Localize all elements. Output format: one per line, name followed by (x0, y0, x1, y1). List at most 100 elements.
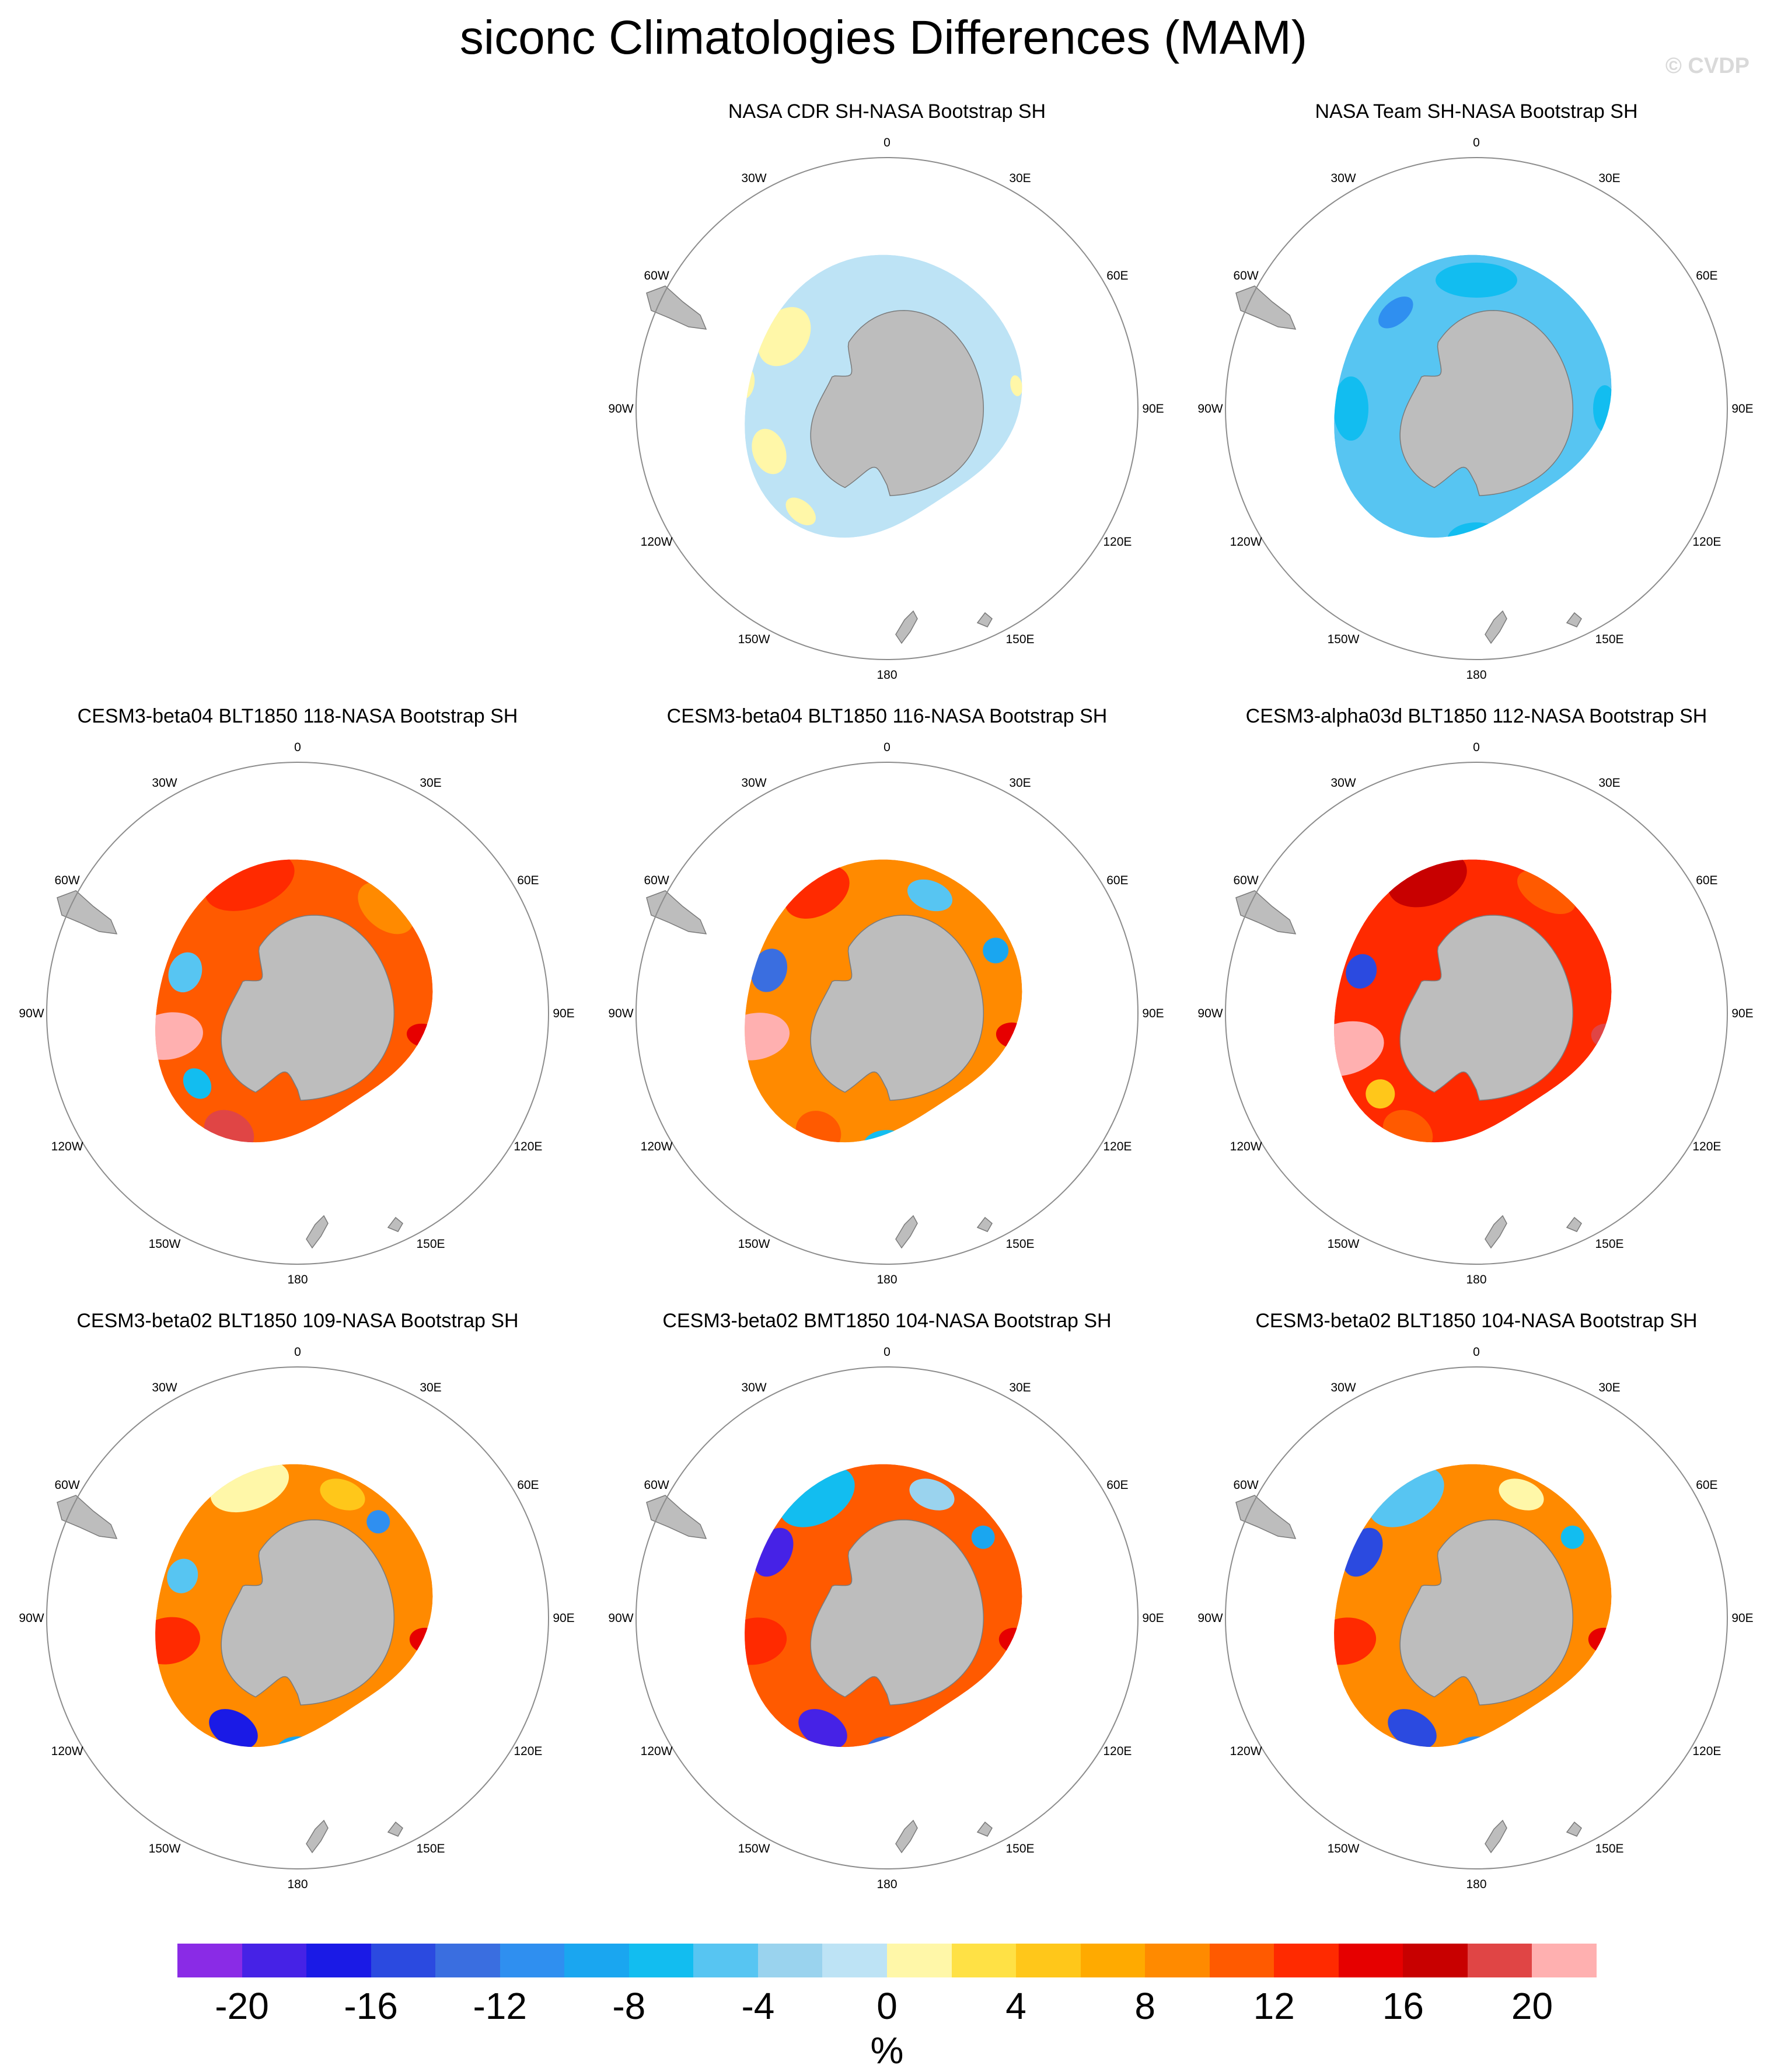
longitude-label: 90W (608, 1007, 633, 1020)
longitude-label: 180 (876, 1273, 897, 1286)
ice-anomaly-blob (983, 937, 1009, 964)
tasmania-landmass (1566, 1216, 1582, 1232)
longitude-label: 30W (741, 1381, 766, 1394)
map-panel-m5: CESM3-beta02 BMT1850 104-NASA Bootstrap … (595, 1310, 1179, 1893)
longitude-label: 150E (1005, 1237, 1034, 1251)
south-america-landmass (646, 285, 707, 330)
antarctica-landmass (221, 915, 395, 1101)
map-panel-m6: CESM3-beta02 BLT1850 104-NASA Bootstrap … (1185, 1310, 1767, 1893)
longitude-label: 90E (1731, 402, 1753, 416)
longitude-label: 0 (294, 1345, 301, 1359)
longitude-label: 150W (738, 1237, 770, 1251)
polar-map: 0 30E 60E 90E 120E 150E 180 150W 120W 90W 60W 30W (608, 136, 1164, 682)
panel-title: CESM3-alpha03d BLT1850 112-NASA Bootstra… (1245, 705, 1707, 727)
ice-anomaly-blob (209, 1709, 258, 1747)
ice-anomaly-blob (1593, 385, 1612, 432)
longitude-label: 150E (416, 1842, 445, 1855)
longitude-label: 120W (641, 1745, 673, 1758)
longitude-label: 150W (1328, 633, 1360, 646)
map-boundary-circle (1225, 1366, 1728, 1869)
longitude-label: 90W (19, 1611, 44, 1625)
ice-anomaly-blob (1334, 376, 1368, 441)
longitude-label: 150W (738, 633, 770, 646)
longitude-label: 0 (1473, 741, 1480, 754)
new-zealand-landmass (895, 610, 918, 644)
longitude-label: 150W (1328, 1842, 1360, 1855)
map-panel-m2: CESM3-beta04 BLT1850 116-NASA Bootstrap … (595, 705, 1179, 1289)
antarctica-landmass (221, 1519, 395, 1705)
ice-anomaly-blob (1334, 1021, 1384, 1076)
longitude-label: 30E (1009, 1381, 1031, 1394)
tasmania-landmass (976, 1821, 993, 1837)
ice-anomaly-blob (155, 1012, 203, 1060)
longitude-label: 30E (1598, 776, 1620, 790)
antarctica-landmass (810, 1519, 984, 1705)
longitude-label: 30E (420, 1381, 441, 1394)
colorbar-tick-label: -4 (741, 1985, 775, 2027)
colorbar-swatch (1274, 1944, 1339, 1977)
south-america-landmass (1235, 285, 1297, 330)
figure-title: siconc Climatologies Differences (MAM) (459, 11, 1308, 64)
ice-anomaly-blob (183, 1068, 212, 1099)
longitude-label: 120E (1692, 1140, 1721, 1153)
south-america-landmass (646, 890, 707, 934)
longitude-label: 120E (1103, 1745, 1132, 1758)
colorbar-swatch (1209, 1944, 1274, 1977)
colorbar-swatch (306, 1944, 372, 1977)
ice-anomaly-blob (798, 1709, 847, 1747)
longitude-label: 30E (420, 776, 441, 790)
longitude-label: 60W (1234, 269, 1259, 282)
longitude-label: 0 (294, 741, 301, 754)
ice-anomaly-blob (324, 1120, 359, 1143)
longitude-label: 30E (1009, 776, 1031, 790)
polar-map: 0 30E 60E 90E 120E 150E 180 150W 120W 90W 60W 30W (1197, 741, 1753, 1286)
colorbar-swatch (1080, 1944, 1146, 1977)
ice-anomaly-blob (1499, 1478, 1544, 1511)
copyright-label: © CVDP (1665, 54, 1749, 78)
colorbar-swatch (693, 1944, 759, 1977)
colorbar-tick-label: 8 (1134, 1985, 1155, 2027)
longitude-label: 0 (883, 136, 891, 149)
colorbar-swatch (757, 1944, 823, 1977)
longitude-label: 90E (1142, 1007, 1164, 1020)
panel-title: NASA Team SH-NASA Bootstrap SH (1315, 100, 1638, 123)
map-panel-m1: CESM3-beta04 BLT1850 118-NASA Bootstrap … (6, 705, 589, 1289)
longitude-label: 60E (517, 874, 539, 887)
colorbar-swatch (1338, 1944, 1403, 1977)
ice-anomaly-blob (1010, 375, 1022, 396)
ice-anomaly-blob (907, 879, 953, 912)
longitude-label: 0 (883, 1345, 891, 1359)
longitude-label: 150W (149, 1842, 181, 1855)
ice-anomaly-blob (168, 952, 202, 993)
colorbar-swatch (822, 1944, 888, 1977)
longitude-label: 150E (416, 1237, 445, 1251)
longitude-label: 180 (287, 1878, 308, 1891)
panel-title: CESM3-beta02 BLT1850 104-NASA Bootstrap … (1255, 1310, 1698, 1332)
new-zealand-landmass (1485, 1819, 1507, 1854)
map-boundary-circle (46, 1366, 549, 1869)
panel-title: CESM3-beta02 BMT1850 104-NASA Bootstrap … (662, 1310, 1112, 1332)
panel-title: NASA CDR SH-NASA Bootstrap SH (728, 100, 1046, 123)
colorbar-tick-label: -8 (612, 1985, 646, 2027)
map-boundary-circle (635, 1366, 1139, 1869)
south-america-landmass (1235, 890, 1297, 934)
panel-title: CESM3-beta02 BLT1850 109-NASA Bootstrap … (76, 1310, 519, 1332)
ice-anomaly-blob (167, 1558, 198, 1593)
ice-anomaly-blob (1494, 1735, 1528, 1747)
polar-map: 0 30E 60E 90E 120E 150E 180 150W 120W 90W 60W 30W (608, 1345, 1164, 1891)
colorbar-swatch (628, 1944, 694, 1977)
longitude-label: 90E (1142, 1611, 1164, 1625)
ice-anomaly-blob (320, 1478, 365, 1511)
longitude-label: 120W (51, 1140, 83, 1153)
colorbar-swatch (564, 1944, 630, 1977)
longitude-label: 30W (152, 776, 177, 790)
colorbar-swatch (242, 1944, 307, 1977)
ice-anomaly-blob (909, 531, 934, 538)
ice-anomaly-blob (1456, 1736, 1497, 1747)
ice-anomaly-blob (795, 1111, 841, 1143)
antarctica-landmass (810, 915, 984, 1101)
ice-anomaly-blob (366, 1510, 390, 1534)
longitude-label: 30E (1009, 172, 1031, 185)
longitude-label: 150E (1595, 1237, 1623, 1251)
longitude-label: 60W (644, 874, 669, 887)
